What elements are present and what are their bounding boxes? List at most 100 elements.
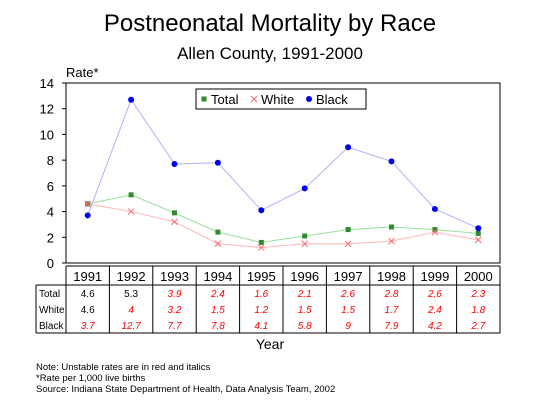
data-label-white-1998: 1.7 bbox=[385, 305, 399, 316]
legend-label-total: Total bbox=[211, 92, 239, 107]
legend-marker-total bbox=[201, 96, 207, 102]
table-row-label-black: Black bbox=[39, 321, 64, 332]
point-black-1992 bbox=[128, 96, 135, 103]
data-label-black-2000: 2.7 bbox=[470, 321, 485, 332]
year-header-1995: 1995 bbox=[247, 269, 276, 284]
point-total-2000 bbox=[475, 230, 481, 236]
x-axis-label: Year bbox=[255, 336, 285, 352]
data-label-black-1996: 5.8 bbox=[298, 321, 312, 332]
table-row-label-white: White bbox=[39, 305, 65, 316]
data-label-total-1999: 2.6 bbox=[427, 289, 442, 300]
year-header-2000: 2000 bbox=[464, 269, 493, 284]
point-white-1991 bbox=[84, 200, 92, 208]
data-label-total-1993: 3.9 bbox=[168, 289, 182, 300]
year-header-1994: 1994 bbox=[203, 269, 232, 284]
y-tick-label: 12 bbox=[40, 102, 54, 117]
year-header-1996: 1996 bbox=[290, 269, 319, 284]
y-tick-label: 10 bbox=[40, 127, 54, 142]
point-black-1999 bbox=[431, 206, 438, 212]
point-black-1991 bbox=[84, 212, 91, 219]
data-label-white-1997: 1.5 bbox=[341, 305, 355, 316]
data-label-total-1996: 2.1 bbox=[297, 289, 312, 300]
data-label-white-1996: 1.5 bbox=[298, 305, 312, 316]
data-label-black-1998: 7.9 bbox=[385, 321, 399, 332]
data-label-total-1998: 2.8 bbox=[384, 289, 399, 300]
point-white-1997 bbox=[344, 240, 352, 248]
point-black-1998 bbox=[388, 158, 395, 165]
data-label-black-1994: 7.8 bbox=[211, 321, 225, 332]
point-total-1997 bbox=[345, 227, 351, 233]
year-header-1993: 1993 bbox=[160, 269, 189, 284]
plot-frame bbox=[65, 82, 501, 264]
legend-marker-white bbox=[250, 95, 258, 103]
table-row-label-total: Total bbox=[39, 289, 60, 300]
data-label-white-1995: 1.2 bbox=[254, 305, 268, 316]
series-line-white bbox=[87, 203, 479, 249]
point-white-1993 bbox=[171, 218, 178, 226]
data-label-total-2000: 2.3 bbox=[470, 289, 485, 300]
point-black-1993 bbox=[171, 161, 178, 167]
y-tick-label: 8 bbox=[47, 153, 54, 168]
point-white-1999 bbox=[431, 228, 439, 236]
data-label-total-1991: 4.6 bbox=[81, 289, 95, 300]
data-label-total-1994: 2.4 bbox=[210, 289, 225, 300]
data-label-total-1997: 2.6 bbox=[340, 289, 355, 300]
year-header-1999: 1999 bbox=[420, 269, 449, 284]
data-label-black-1999: 4.2 bbox=[428, 321, 442, 332]
year-header-1991: 1991 bbox=[73, 269, 102, 284]
data-label-white-1992: 4 bbox=[128, 305, 134, 316]
point-white-2000 bbox=[474, 236, 482, 244]
point-white-1998 bbox=[388, 237, 395, 245]
point-white-1995 bbox=[257, 244, 265, 251]
point-total-1999 bbox=[432, 227, 438, 233]
legend-label-black: Black bbox=[316, 92, 348, 107]
y-tick-label: 0 bbox=[47, 256, 54, 271]
data-label-white-1993: 3.2 bbox=[168, 305, 182, 316]
year-header-1998: 1998 bbox=[377, 269, 406, 284]
legend-marker-black bbox=[306, 96, 312, 102]
point-white-1996 bbox=[301, 240, 309, 248]
data-label-white-1994: 1.5 bbox=[211, 305, 225, 316]
point-total-1995 bbox=[258, 239, 264, 245]
point-total-1998 bbox=[389, 224, 394, 230]
y-axis-label: Rate* bbox=[66, 65, 99, 80]
point-total-1994 bbox=[215, 229, 221, 235]
data-label-white-2000: 1.8 bbox=[471, 305, 485, 316]
chart-title: Postneonatal Mortality by Race bbox=[103, 10, 437, 37]
point-total-1996 bbox=[302, 233, 308, 239]
series-line-black bbox=[87, 98, 479, 229]
y-tick-label: 14 bbox=[40, 76, 54, 91]
point-black-1995 bbox=[258, 207, 265, 214]
point-total-1993 bbox=[172, 210, 177, 216]
data-label-black-1991: 3.7 bbox=[81, 321, 95, 332]
note-rate: *Rate per 1,000 live births bbox=[36, 373, 146, 384]
y-tick-label: 2 bbox=[47, 230, 54, 245]
data-label-white-1999: 2.4 bbox=[427, 305, 442, 316]
point-black-2000 bbox=[475, 225, 482, 232]
chart-subtitle: Allen County, 1991-2000 bbox=[177, 44, 363, 63]
note-unstable: Note: Unstable rates are in red and ital… bbox=[36, 362, 211, 373]
data-label-black-1997: 9 bbox=[345, 321, 351, 332]
point-total-1992 bbox=[128, 192, 134, 198]
legend-label-white: White bbox=[261, 92, 294, 107]
point-white-1992 bbox=[127, 208, 135, 215]
point-black-1994 bbox=[214, 159, 221, 166]
point-black-1997 bbox=[345, 144, 352, 151]
notes: Note: Unstable rates are in red and ital… bbox=[36, 362, 335, 395]
data-label-black-1993: 7.7 bbox=[168, 321, 182, 332]
data-label-black-1995: 4.1 bbox=[254, 321, 268, 332]
point-white-1994 bbox=[214, 240, 222, 248]
year-header-1997: 1997 bbox=[334, 269, 363, 284]
point-black-1996 bbox=[301, 185, 308, 192]
data-label-total-1995: 1.6 bbox=[254, 289, 268, 300]
note-source: Source: Indiana State Department of Heal… bbox=[36, 384, 336, 395]
year-header-1992: 1992 bbox=[117, 269, 146, 284]
y-tick-label: 6 bbox=[47, 179, 54, 194]
data-label-total-1992: 5.3 bbox=[124, 289, 138, 300]
data-label-black-1992: 12.7 bbox=[121, 321, 141, 332]
y-tick-label: 4 bbox=[47, 205, 54, 220]
legend-box bbox=[195, 88, 367, 110]
data-label-white-1991: 4.6 bbox=[81, 305, 95, 316]
series-line-total bbox=[87, 194, 479, 243]
